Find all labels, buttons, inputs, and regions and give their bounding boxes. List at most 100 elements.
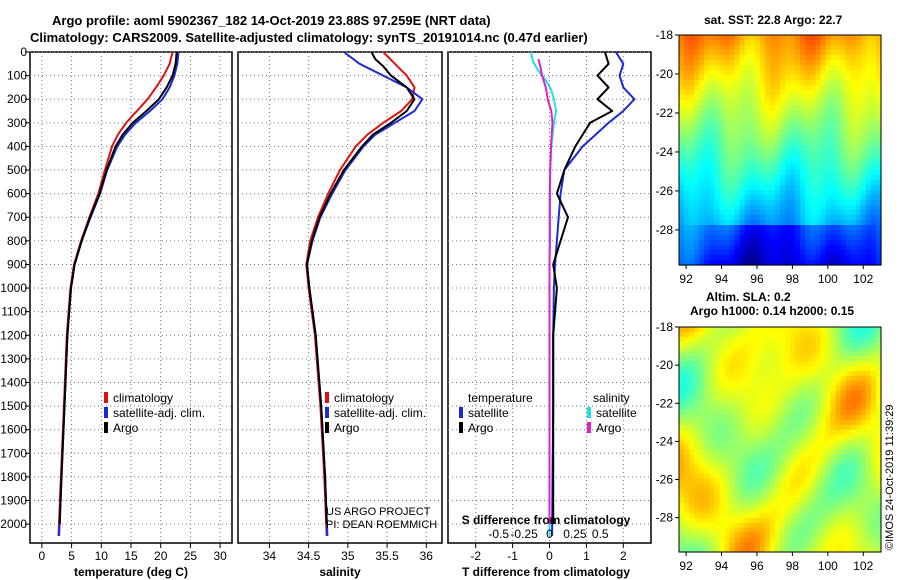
map-cell [764,547,771,553]
map-cell [729,255,736,261]
map-cell [790,180,796,186]
map-cell [719,503,726,509]
map-cell [800,444,806,450]
map-cell [850,70,857,76]
map-cell [790,190,796,196]
map-x-tick-label: 96 [750,559,764,573]
map-cell [704,366,710,372]
map-cell [850,95,857,101]
map-cell [855,522,862,529]
map-cell [679,185,685,191]
map-cell [719,468,726,475]
map-cell [865,385,872,392]
map-cell [754,424,761,431]
map-cell [835,160,842,166]
map-cell [810,478,816,485]
map-cell [785,512,791,519]
map-cell [810,180,816,186]
map-cell [835,225,842,231]
map-cell [759,140,766,146]
map-cell [754,371,761,377]
map-cell [694,60,700,66]
map-cell [845,135,852,141]
map-cell [800,371,806,377]
x2-tick-label: 0.5 [592,527,609,541]
map-cell [790,85,796,91]
map-cell [825,220,832,226]
map-cell [785,341,791,348]
map-cell [825,60,832,66]
map-cell [694,180,700,186]
map-cell [830,395,837,401]
map-cell [805,75,811,81]
map-cell [870,185,877,191]
map-cell [795,507,801,514]
map-cell [855,45,862,51]
map-cell [860,140,867,146]
map-cell [764,35,771,41]
map-cell [704,45,710,51]
map-cell [689,400,695,406]
depth-tick-label: 200 [7,92,27,106]
map-cell [684,45,690,51]
map-cell [749,336,756,343]
map-cell [694,260,700,266]
map-cell [764,125,771,131]
map-cell [739,503,746,509]
map-cell [774,410,781,416]
map-cell [800,190,806,196]
map-cell [769,463,776,470]
map-cell [870,375,877,382]
map-cell [845,478,852,485]
map-cell [830,327,837,333]
map-cell [830,390,837,397]
map-cell [805,503,811,509]
map-cell [764,361,771,367]
map-x-tick-label: 98 [786,559,800,573]
map-cell [835,185,842,191]
map-cell [845,100,852,106]
map-cell [719,125,726,131]
map-cell [744,547,751,553]
map-cell [800,250,806,256]
map-cell [744,260,751,266]
map-cell [835,180,842,186]
map-cell [764,135,771,141]
map-cell [714,424,720,431]
map-cell [875,75,882,81]
salinity-x-ticks: 34 34.5 35 35.5 36 [263,543,433,563]
map-cell [795,503,801,509]
map-cell [704,327,710,333]
map-cell [785,400,791,406]
map-cell [749,155,756,161]
map-cell [744,478,751,485]
map-cell [769,527,776,534]
map-cell [724,215,731,221]
map-cell [689,385,695,392]
map-cell [754,225,761,231]
map-cell [679,215,685,221]
map-cell [815,90,821,96]
map-cell [790,210,796,216]
map-cell [744,45,751,51]
map-cell [679,527,685,534]
map-cell [719,170,726,176]
map-cell [785,424,791,431]
map-cell [830,55,837,61]
map-cell [774,235,781,241]
map-cell [865,225,872,231]
map-cell [815,503,821,509]
map-cell [754,375,761,382]
map-cell [689,507,695,514]
map-cell [764,160,771,166]
map-cell [724,260,731,266]
map-cell [825,424,832,431]
map-cell [830,532,837,538]
map-cell [845,40,852,46]
map-cell [810,459,816,465]
map-cell [845,200,852,206]
map-cell [709,175,715,181]
map-cell [850,512,857,519]
map-cell [825,155,832,161]
map-cell [795,225,801,231]
